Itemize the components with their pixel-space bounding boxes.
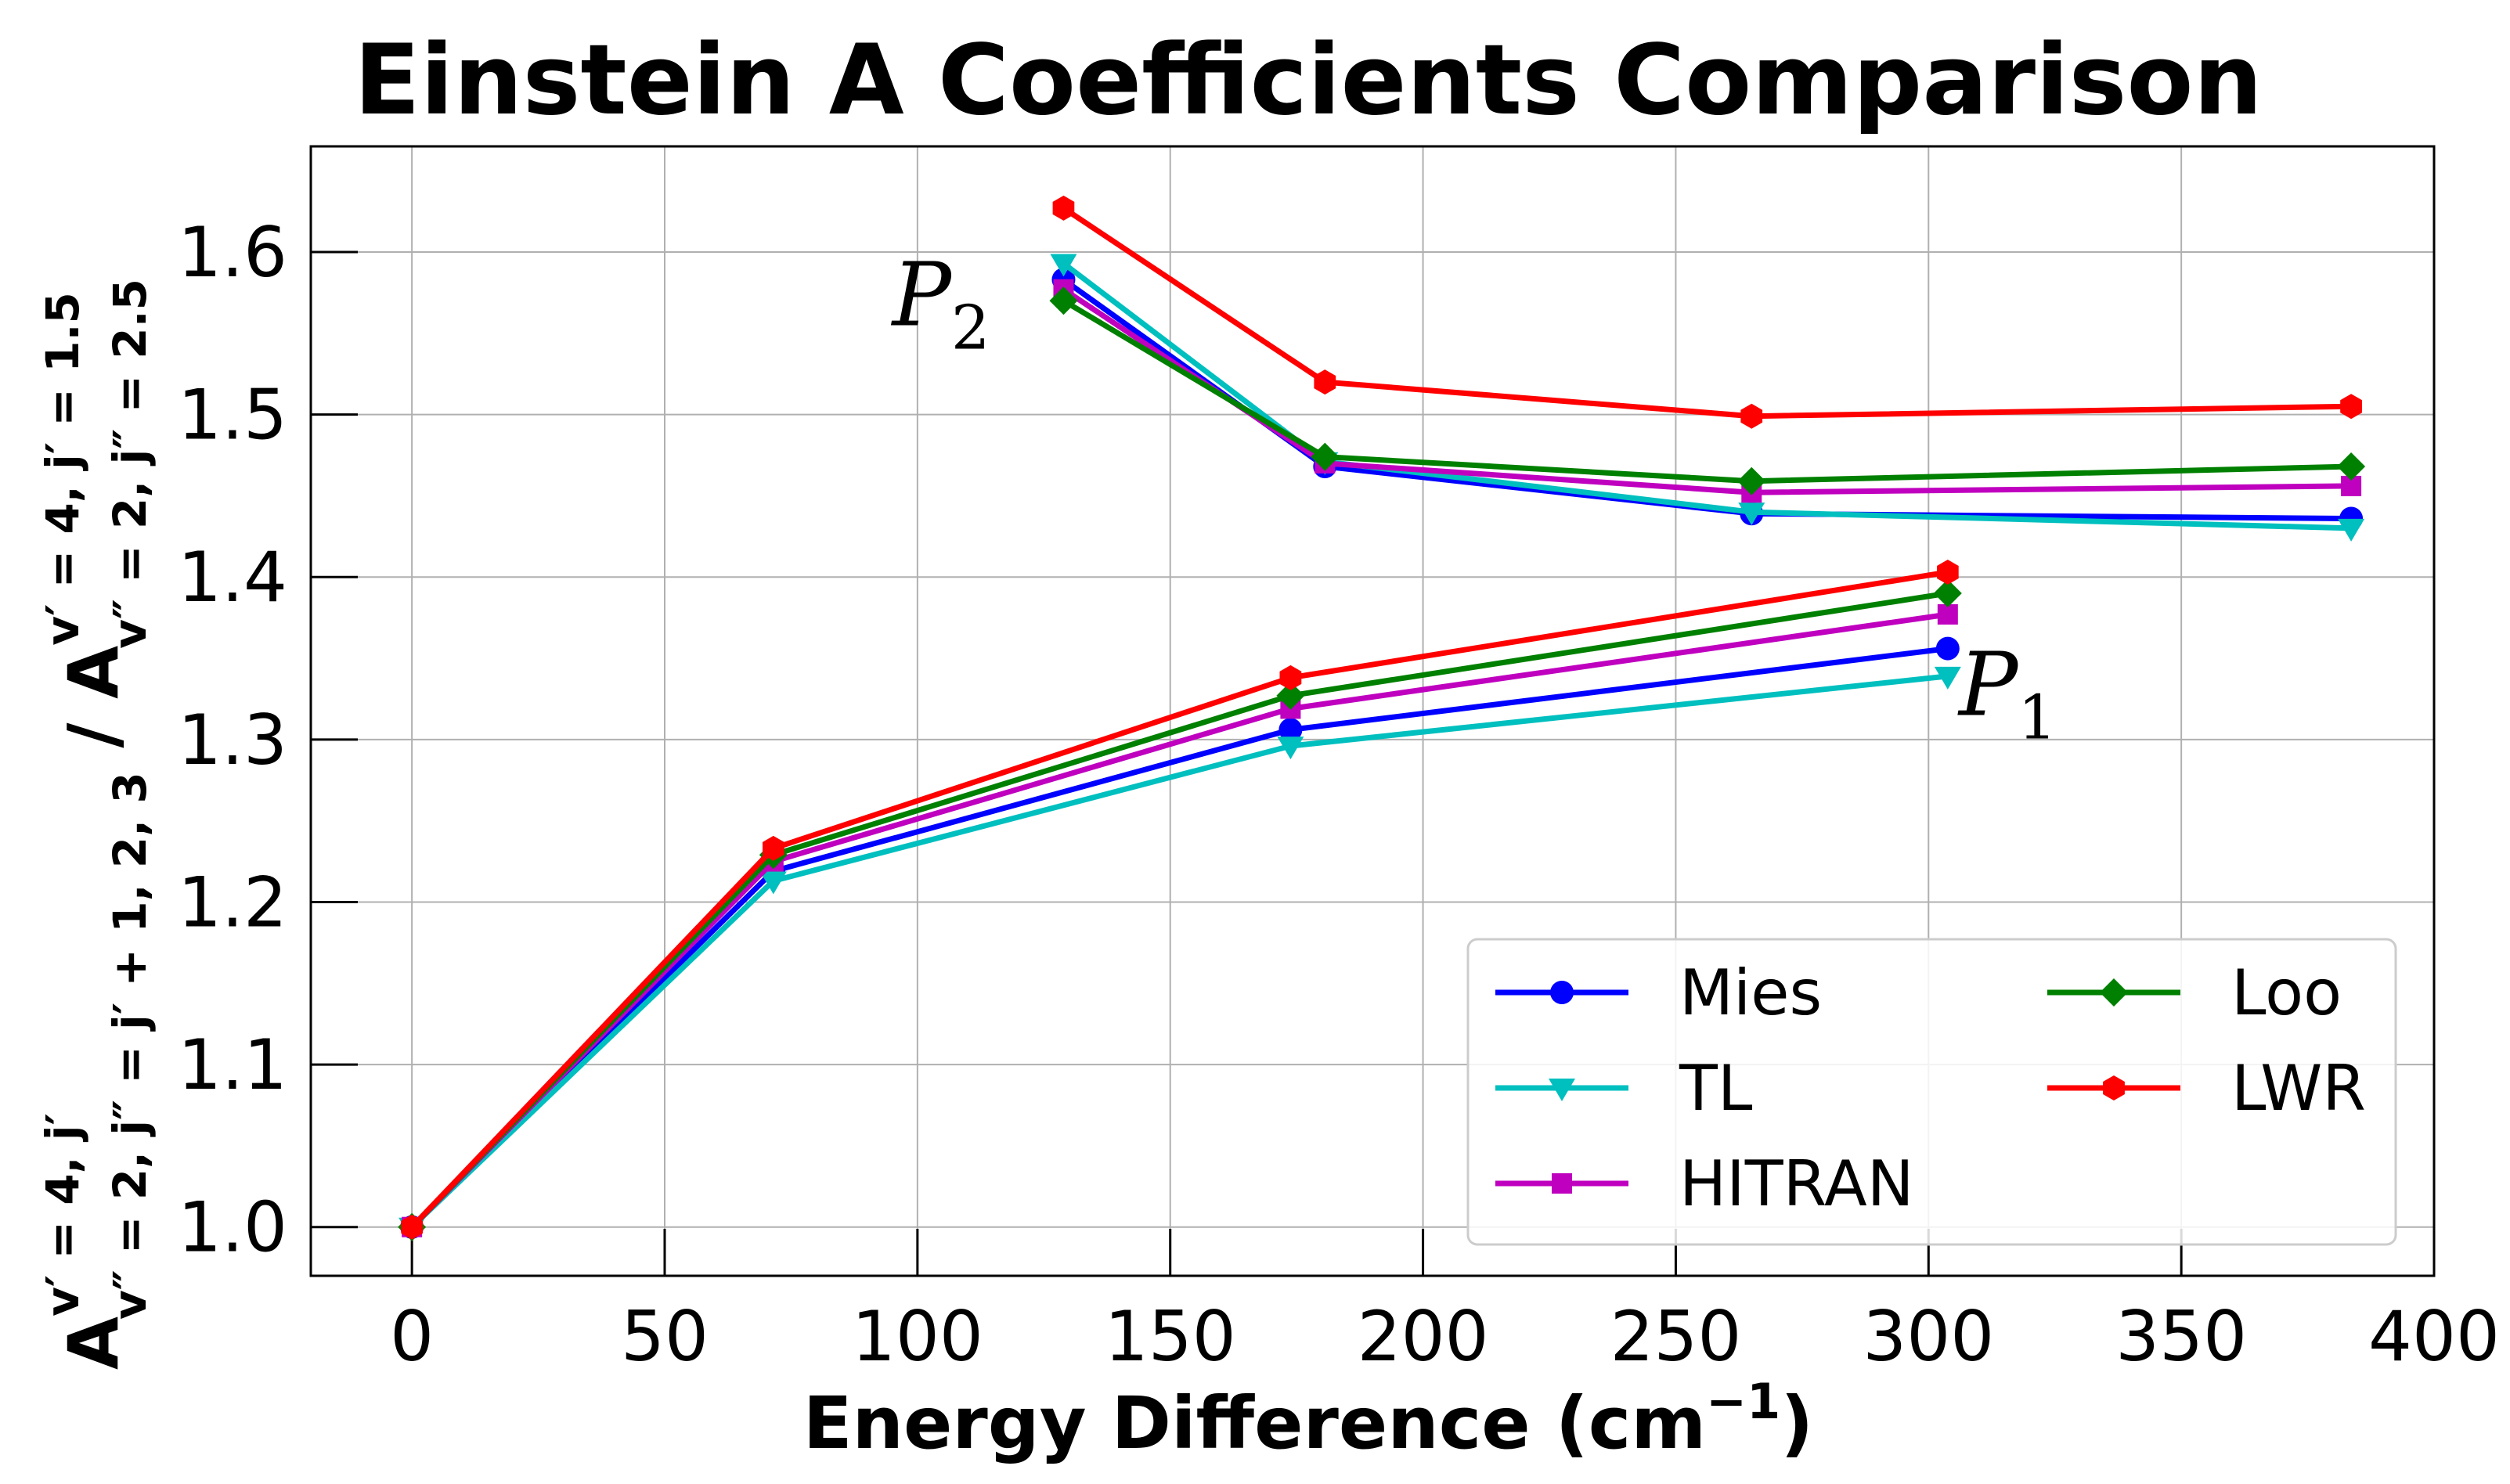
series-loo-point	[1276, 681, 1305, 710]
series-mies-point	[1278, 718, 1303, 742]
series-tl-point	[1934, 666, 1961, 690]
series-tl-point	[1738, 502, 1765, 526]
legend-item-loo: Loo	[2047, 956, 2342, 1029]
series-layer	[398, 195, 2366, 1241]
x-axis-label-main: Energy Difference (cm	[803, 1381, 1706, 1465]
y-tick-label: 1.6	[178, 212, 287, 293]
x-tick-label: 300	[1863, 1296, 1994, 1377]
legend-item-mies: Mies	[1495, 956, 1822, 1029]
series-loo-line-2	[1062, 298, 2352, 484]
axis-ticks: 0 50 100 150 200 250 300 350 400 1.0 1.1 1.2 1.3 1.4 1…	[178, 212, 2500, 1377]
series-tl-point	[1050, 254, 1077, 277]
series-tl-line-1	[409, 673, 1949, 1230]
y-label-den-sub: v″ = 2, j″ = 2.5	[103, 279, 157, 649]
x-tick-label: 350	[2115, 1296, 2247, 1377]
legend-marker-lwr	[2103, 1075, 2125, 1100]
legend-label-tl: TL	[1679, 1052, 1753, 1125]
legend-item-tl: TL	[1495, 1052, 1753, 1125]
series-hitran-point	[1937, 603, 1958, 625]
series-mies-line-2	[1062, 277, 2352, 521]
series-lwr-point	[1279, 665, 1302, 690]
legend-item-lwr: LWR	[2047, 1052, 2366, 1125]
series-lwr-point	[2340, 394, 2362, 420]
y-axis-label-group: Av′ = 4, j′ v″ = 2, j″ = j′ + 1, 2, 3 / A…	[36, 279, 157, 1370]
y-tick-label: 1.3	[178, 700, 287, 780]
series-tl-line-2	[1062, 261, 2352, 531]
x-axis-label-close: )	[1780, 1381, 1813, 1465]
legend-label-hitran: HITRAN	[1679, 1147, 1914, 1220]
y-tick-label: 1.1	[178, 1025, 287, 1105]
legend-label-loo: Loo	[2231, 956, 2342, 1029]
y-label-den-sup: v′ = 4, j′ = 1.5	[36, 292, 89, 646]
legend-marker-hitran	[1552, 1173, 1572, 1194]
series-lwr-point	[1740, 403, 1763, 429]
legend-box	[1466, 938, 2397, 1246]
series-loo-point	[1049, 286, 1078, 315]
chart-title: Einstein A Coefficients Comparison	[354, 24, 2263, 137]
series-hitran-line-2	[1062, 286, 2352, 495]
y-tick-label: 1.0	[178, 1187, 287, 1268]
y-tick-label: 1.2	[178, 862, 287, 942]
y-tick-label: 1.5	[178, 375, 287, 456]
annotation-p1: P1	[1957, 635, 2057, 754]
x-axis-label-sup: −1	[1706, 1373, 1780, 1430]
series-lwr-line-1	[409, 569, 1949, 1230]
y-label-sep: /	[53, 699, 134, 772]
legend-marker-mies	[1550, 981, 1574, 1004]
series-tl-point	[2338, 518, 2365, 542]
series-mies-line-1	[409, 646, 1949, 1230]
x-tick-label: 150	[1105, 1296, 1236, 1377]
series-loo-point	[1737, 466, 1766, 495]
series-lwr-point	[1052, 195, 1075, 221]
series-loo-point	[1933, 578, 1962, 607]
y-label-num-sub: v″ = 2, j″ = j′ + 1, 2, 3	[103, 772, 157, 1320]
series-lwr-point	[1314, 369, 1336, 395]
x-tick-label: 400	[2368, 1296, 2500, 1377]
legend-marker-tl	[1549, 1079, 1575, 1101]
series-lwr	[401, 195, 2362, 1240]
legend-label-lwr: LWR	[2231, 1052, 2366, 1125]
series-tl-point	[1277, 737, 1304, 760]
y-label-den-base: A	[53, 646, 134, 699]
annotations: P2 P1	[891, 244, 2057, 753]
y-tick-label: 1.4	[178, 537, 287, 618]
annotation-p2: P2	[891, 244, 990, 363]
series-lwr-line-2	[1062, 205, 2352, 420]
series-lwr-point	[401, 1214, 423, 1240]
series-loo-point	[1311, 442, 1340, 471]
series-mies-point	[1935, 636, 1960, 661]
y-label-num-sup: v′ = 4, j′	[36, 1113, 89, 1317]
legend-item-hitran: HITRAN	[1495, 1147, 1914, 1220]
y-axis-label: Av′ = 4, j′ v″ = 2, j″ = j′ + 1, 2, 3 / A…	[36, 279, 157, 1370]
x-tick-label: 100	[852, 1296, 983, 1377]
legend-label-mies: Mies	[1679, 956, 1822, 1029]
x-tick-label: 0	[390, 1296, 434, 1377]
legend: Mies TL HITRAN Loo LWR	[1466, 938, 2397, 1246]
series-loo-point	[2337, 452, 2366, 481]
series-lwr-point	[1937, 560, 1959, 585]
x-tick-label: 50	[621, 1296, 709, 1377]
x-tick-label: 200	[1358, 1296, 1489, 1377]
legend-marker-loo	[2100, 978, 2128, 1007]
x-axis-label: Energy Difference (cm−1)	[803, 1373, 1814, 1465]
series-lwr-point	[763, 835, 784, 861]
plot-frame	[309, 145, 2436, 1277]
y-label-num-base: A	[53, 1317, 134, 1370]
series-tl-point	[759, 871, 787, 895]
x-tick-label: 250	[1610, 1296, 1741, 1377]
